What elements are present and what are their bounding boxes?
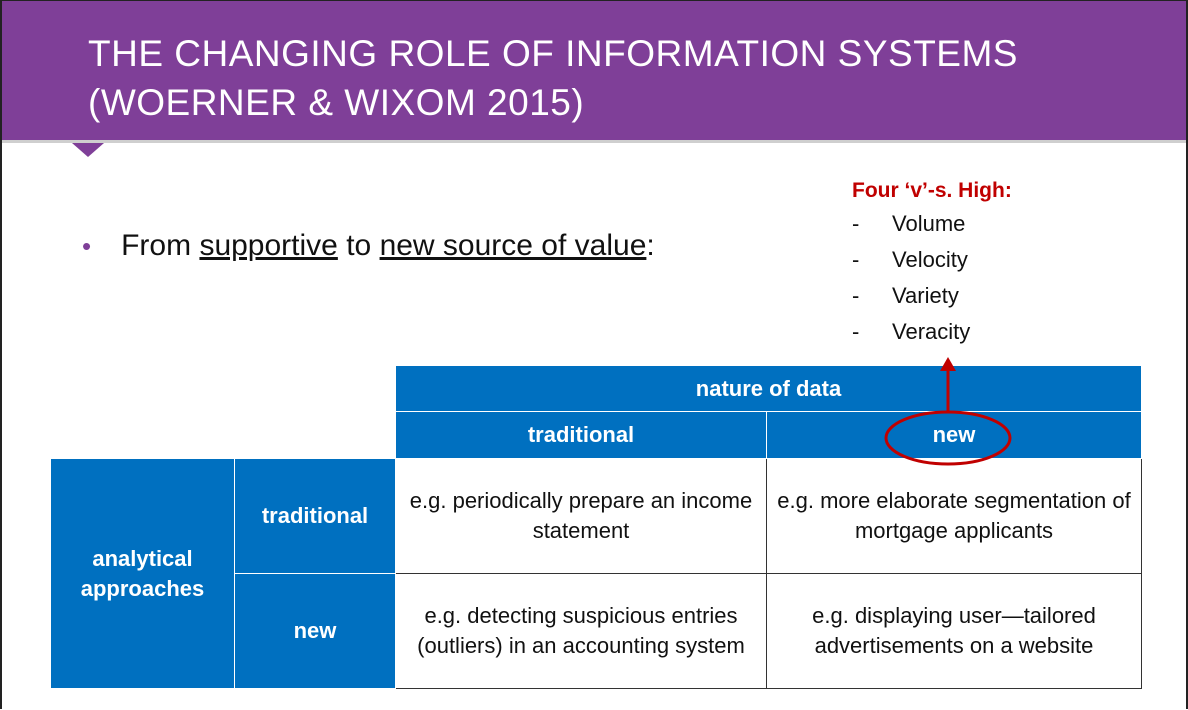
bullet-term-supportive: supportive [199,229,338,262]
bullet-middle: to [337,229,380,262]
four-v-title: Four ‘v’-s. High: [852,179,1012,202]
empty-corner [235,412,396,459]
bullet-term-new-value: new source of value [379,229,647,262]
analytical-approaches-line-2: approaches [80,575,205,601]
dash-icon: - [852,247,860,272]
matrix-cell: e.g. periodically prepare an income stat… [395,458,767,574]
empty-corner [235,366,396,412]
matrix-cell: e.g. more elaborate segmentation of mort… [766,458,1142,574]
four-v-item: - Variety [852,283,970,319]
col-header-traditional: traditional [395,411,767,459]
four-v-item-label: Velocity [892,247,968,272]
bullet-suffix: : [646,229,655,262]
slide-title: THE CHANGING ROLE OF INFORMATION SYSTEMS… [88,29,1018,127]
four-v-item: - Velocity [852,247,970,283]
nature-of-data-header: nature of data [395,365,1142,412]
dash-icon: - [852,319,860,344]
col-header-new: new [766,411,1142,459]
matrix-cell: e.g. detecting suspicious entries (outli… [395,573,767,689]
title-notch [72,143,104,157]
bullet-prefix: From [121,229,200,262]
four-v-item: - Volume [852,211,970,247]
four-v-item-label: Volume [892,211,966,236]
dash-icon: - [852,211,860,236]
row-header-traditional: traditional [234,458,396,574]
four-v-item: - Veracity [852,319,970,355]
data-analytics-matrix: nature of data traditional new analytica… [50,365,1142,689]
dash-icon: - [852,283,860,308]
bullet-point: • From supportive to new source of value… [82,229,655,263]
analytical-approaches-header: analytical approaches [50,458,235,689]
slide-title-line-2: (WOERNER & WIXOM 2015) [88,82,585,123]
bullet-icon: • [82,230,92,261]
slide-title-line-1: THE CHANGING ROLE OF INFORMATION SYSTEMS [88,33,1018,74]
four-v-list: - Volume - Velocity - Variety - Veracity [852,211,970,355]
row-header-new: new [234,573,396,689]
empty-corner [51,366,235,412]
matrix-cell: e.g. displaying user—tailored advertisem… [766,573,1142,689]
four-v-item-label: Variety [892,283,959,308]
title-bar: THE CHANGING ROLE OF INFORMATION SYSTEMS… [2,1,1186,143]
analytical-approaches-line-1: analytical [92,545,193,571]
four-v-item-label: Veracity [892,319,971,344]
empty-corner [51,412,235,459]
